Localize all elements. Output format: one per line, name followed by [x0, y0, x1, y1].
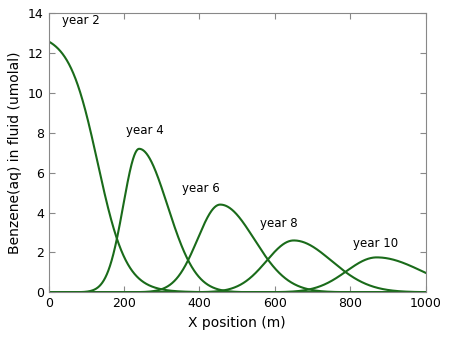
Text: year 4: year 4 — [126, 124, 164, 137]
Y-axis label: Benzene(aq) in fluid (umolal): Benzene(aq) in fluid (umolal) — [9, 51, 22, 254]
Text: year 8: year 8 — [260, 217, 297, 231]
X-axis label: X position (m): X position (m) — [189, 316, 286, 330]
Text: year 6: year 6 — [183, 182, 220, 195]
Text: year 2: year 2 — [62, 14, 99, 27]
Text: year 10: year 10 — [353, 237, 398, 250]
